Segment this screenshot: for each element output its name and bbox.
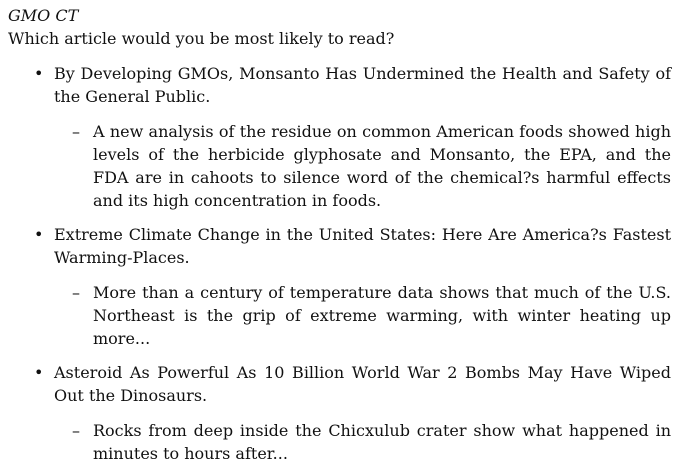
bullet-marker: • — [34, 64, 44, 83]
article-list: • By Developing GMOs, Monsanto Has Under… — [8, 62, 671, 465]
article-summary-item: – More than a century of temperature dat… — [54, 281, 671, 350]
article-summary: More than a century of temperature data … — [93, 283, 671, 348]
article-option-3[interactable]: • Asteroid As Powerful As 10 Billion Wor… — [8, 361, 671, 465]
article-summary-item: – Rocks from deep inside the Chicxulub c… — [54, 419, 671, 465]
article-option-1[interactable]: • By Developing GMOs, Monsanto Has Under… — [8, 62, 671, 212]
bullet-marker: • — [34, 225, 44, 244]
dash-marker: – — [72, 122, 80, 141]
dash-marker: – — [72, 283, 80, 302]
survey-question: Which article would you be most likely t… — [8, 29, 395, 48]
article-summary-item: – A new analysis of the residue on commo… — [54, 120, 671, 212]
article-headline[interactable]: Extreme Climate Change in the United Sta… — [54, 225, 671, 267]
article-summary: A new analysis of the residue on common … — [93, 122, 671, 210]
article-headline[interactable]: By Developing GMOs, Monsanto Has Undermi… — [54, 64, 671, 106]
survey-title: GMO CT — [8, 6, 79, 25]
article-option-2[interactable]: • Extreme Climate Change in the United S… — [8, 223, 671, 350]
article-summary: Rocks from deep inside the Chicxulub cra… — [93, 421, 671, 463]
survey-page: GMO CT Which article would you be most l… — [8, 4, 671, 465]
article-headline[interactable]: Asteroid As Powerful As 10 Billion World… — [54, 363, 671, 405]
dash-marker: – — [72, 421, 80, 440]
bullet-marker: • — [34, 363, 44, 382]
